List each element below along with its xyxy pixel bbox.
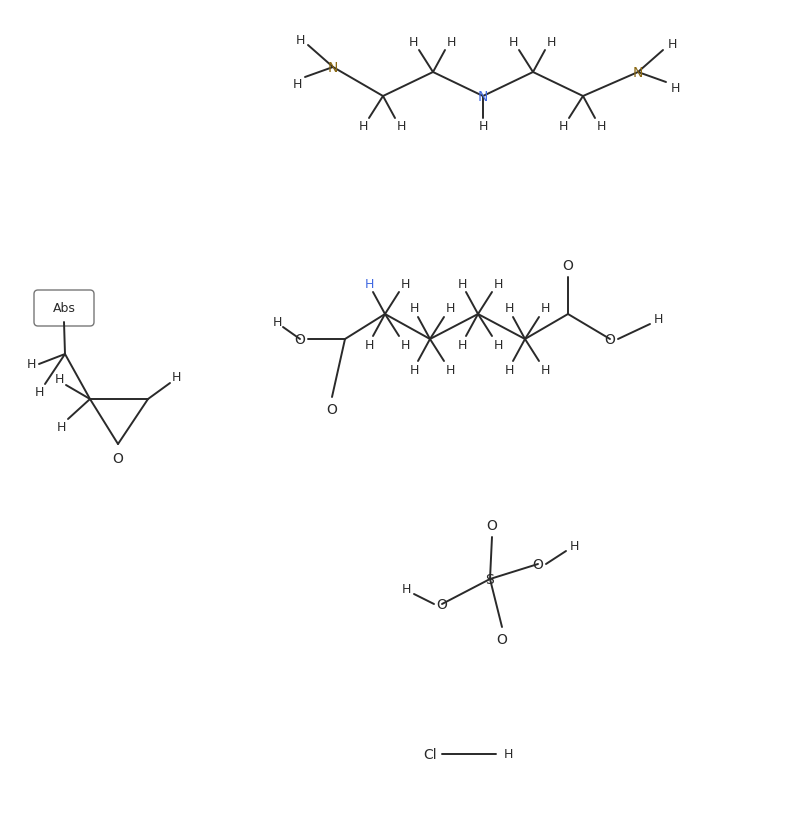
Text: H: H	[457, 339, 467, 352]
Text: H: H	[26, 358, 36, 371]
Text: H: H	[457, 277, 467, 290]
Text: H: H	[171, 371, 181, 384]
Text: O: O	[113, 451, 123, 465]
Text: H: H	[505, 302, 513, 315]
Text: O: O	[295, 333, 305, 346]
Text: N: N	[328, 61, 338, 75]
Text: H: H	[34, 386, 44, 399]
Text: H: H	[54, 373, 64, 386]
Text: H: H	[409, 364, 419, 377]
Text: H: H	[400, 339, 409, 352]
Text: O: O	[533, 557, 543, 572]
Text: N: N	[478, 90, 488, 104]
Text: H: H	[409, 37, 417, 49]
Text: H: H	[493, 339, 503, 352]
Text: Cl: Cl	[423, 747, 437, 761]
Text: H: H	[546, 37, 556, 49]
Text: H: H	[670, 83, 680, 95]
Text: O: O	[437, 597, 448, 611]
Text: H: H	[558, 120, 568, 133]
Text: O: O	[562, 259, 574, 273]
Text: H: H	[364, 339, 374, 352]
Text: S: S	[485, 572, 494, 586]
Text: H: H	[296, 34, 304, 47]
Text: H: H	[654, 313, 662, 326]
Text: H: H	[541, 364, 549, 377]
Text: H: H	[667, 38, 677, 52]
Text: H: H	[292, 78, 302, 90]
Text: H: H	[364, 277, 374, 290]
Text: H: H	[509, 37, 517, 49]
Text: H: H	[505, 364, 513, 377]
Text: H: H	[401, 583, 411, 595]
Text: O: O	[486, 518, 497, 532]
Text: H: H	[56, 421, 66, 434]
Text: H: H	[445, 364, 455, 377]
Text: H: H	[446, 37, 456, 49]
Text: H: H	[570, 540, 578, 553]
Text: H: H	[358, 120, 368, 133]
Text: H: H	[445, 302, 455, 315]
Text: N: N	[633, 66, 643, 80]
Text: Abs: Abs	[53, 302, 75, 315]
Text: H: H	[493, 277, 503, 290]
Text: H: H	[272, 316, 282, 329]
Text: O: O	[497, 632, 508, 646]
Text: H: H	[400, 277, 409, 290]
Text: H: H	[409, 302, 419, 315]
Text: H: H	[596, 120, 606, 133]
Text: H: H	[396, 120, 405, 133]
FancyBboxPatch shape	[34, 291, 94, 327]
Text: H: H	[541, 302, 549, 315]
Text: O: O	[605, 333, 615, 346]
Text: O: O	[327, 402, 337, 417]
Text: H: H	[503, 748, 513, 761]
Text: H: H	[478, 120, 488, 133]
